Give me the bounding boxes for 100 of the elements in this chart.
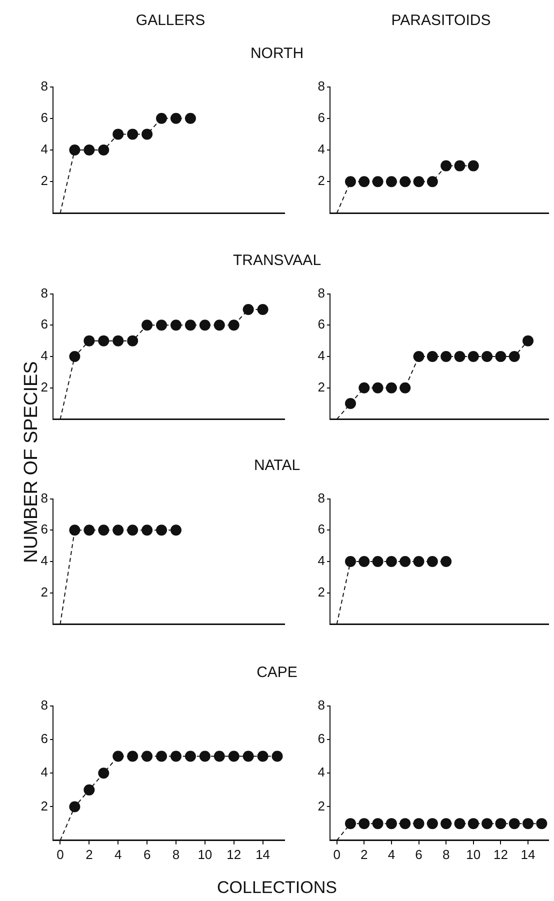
point	[98, 335, 110, 346]
y-tick-label: 6	[40, 731, 48, 746]
y-tick-label: 4	[40, 764, 48, 780]
x-tick-label: 8	[442, 846, 450, 862]
y-axis-title: NUMBER OF SPECIES	[21, 361, 42, 563]
point	[344, 398, 356, 410]
y-tick-label: 2	[40, 584, 48, 600]
y-tick-label: 6	[318, 110, 325, 125]
y-tick-label: 6	[318, 731, 325, 746]
y-tick-label: 2	[318, 379, 325, 394]
x-tick-label: 4	[114, 846, 122, 862]
point	[184, 112, 196, 124]
point	[199, 750, 210, 762]
point	[214, 750, 225, 762]
point	[358, 382, 370, 394]
y-tick-label: 8	[40, 285, 48, 300]
point	[98, 144, 110, 156]
point	[400, 382, 411, 394]
y-tick-label: 8	[40, 490, 48, 506]
point	[257, 750, 268, 762]
point	[184, 750, 196, 762]
y-tick-label: 2	[40, 798, 48, 814]
point	[112, 128, 124, 140]
y-tick-label: 6	[318, 522, 325, 537]
y-tick-label: 8	[40, 697, 48, 712]
point	[98, 768, 110, 779]
y-tick-label: 6	[318, 316, 325, 332]
point	[112, 750, 124, 762]
point	[170, 320, 182, 331]
point	[156, 750, 168, 762]
x-tick-label: 10	[466, 846, 481, 862]
x-tick-label: 0	[56, 846, 64, 862]
point	[170, 750, 182, 762]
y-tick-label: 4	[318, 142, 325, 157]
x-tick-label: 10	[198, 846, 212, 862]
point	[242, 750, 254, 762]
chart-title: NORTH	[250, 45, 304, 62]
chart-title: NATAL	[254, 457, 300, 474]
point	[184, 320, 196, 331]
x-tick-label: 2	[86, 846, 93, 862]
x-tick-label: 4	[388, 846, 396, 862]
point	[257, 304, 268, 315]
x-tick-label: 14	[520, 846, 536, 862]
point	[156, 112, 168, 124]
point	[214, 320, 225, 331]
point	[386, 382, 397, 394]
y-tick-label: 8	[318, 285, 325, 300]
y-tick-label: 6	[40, 316, 48, 332]
point	[454, 351, 466, 362]
y-tick-label: 6	[40, 522, 48, 537]
y-tick-label: 4	[318, 764, 325, 780]
point	[84, 335, 95, 346]
x-tick-label: 8	[172, 846, 180, 862]
point	[242, 304, 254, 315]
point	[228, 750, 240, 762]
point	[170, 112, 182, 124]
point	[199, 320, 210, 331]
y-tick-label: 2	[318, 584, 325, 600]
x-tick-label: 14	[256, 846, 270, 862]
y-tick-label: 4	[318, 348, 325, 364]
point	[156, 320, 168, 331]
point	[272, 750, 283, 762]
point	[127, 335, 138, 346]
point	[482, 351, 493, 362]
point	[142, 750, 153, 762]
point	[84, 784, 95, 796]
point	[69, 351, 80, 362]
y-tick-label: 4	[40, 348, 48, 364]
point	[84, 144, 95, 156]
point	[372, 382, 384, 394]
chart-title: TRANSVAAL	[232, 252, 322, 269]
chart-title: CAPE	[256, 664, 298, 681]
point	[426, 351, 438, 362]
x-tick-label: 12	[226, 846, 242, 862]
y-tick-label: 2	[40, 379, 48, 394]
point	[413, 351, 424, 362]
x-tick-label: 6	[143, 846, 151, 862]
point	[112, 335, 124, 346]
y-tick-label: 4	[40, 142, 48, 157]
point	[468, 351, 479, 362]
point	[69, 144, 80, 156]
y-tick-label: 4	[40, 553, 48, 568]
point	[142, 128, 153, 140]
y-tick-label: 6	[40, 110, 48, 125]
y-tick-label: 8	[318, 697, 325, 712]
y-tick-label: 8	[40, 78, 48, 94]
y-tick-label: 2	[318, 173, 325, 188]
x-axis-title: COLLECTIONS	[217, 878, 337, 898]
point	[69, 801, 80, 812]
y-tick-label: 4	[318, 553, 325, 568]
x-tick-label: 2	[360, 846, 368, 862]
point	[440, 351, 452, 362]
y-tick-label: 8	[318, 490, 325, 506]
x-tick-label: 12	[493, 846, 508, 862]
chart-subtitle: PARASITOIDS	[391, 12, 491, 29]
point	[522, 335, 534, 346]
y-tick-label: 2	[40, 173, 48, 188]
x-tick-label: 0	[333, 846, 340, 862]
y-tick-label: 2	[318, 798, 325, 814]
point	[508, 351, 520, 362]
